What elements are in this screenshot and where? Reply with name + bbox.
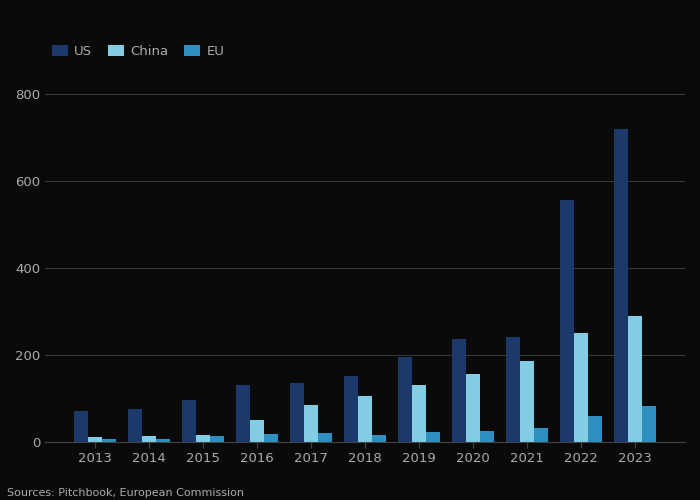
Bar xyxy=(318,433,332,442)
Bar xyxy=(264,434,278,442)
Bar xyxy=(142,436,156,442)
Bar xyxy=(398,357,412,442)
Bar xyxy=(588,416,602,442)
Bar xyxy=(520,361,534,442)
Bar xyxy=(412,385,426,442)
Bar xyxy=(236,385,250,442)
Bar xyxy=(74,411,88,442)
Bar xyxy=(614,129,628,442)
Bar xyxy=(250,420,264,442)
Bar xyxy=(506,338,520,442)
Bar xyxy=(642,406,656,442)
Bar xyxy=(344,376,358,442)
Bar xyxy=(210,436,224,442)
Bar xyxy=(128,409,142,442)
Bar xyxy=(480,430,494,442)
Bar xyxy=(290,383,304,442)
Bar xyxy=(88,437,102,442)
Bar xyxy=(574,333,588,442)
Bar xyxy=(372,435,386,442)
Bar xyxy=(304,404,318,442)
Bar xyxy=(182,400,196,442)
Text: Sources: Pitchbook, European Commission: Sources: Pitchbook, European Commission xyxy=(7,488,244,498)
Bar xyxy=(358,396,372,442)
Bar xyxy=(426,432,440,442)
Bar xyxy=(156,438,170,442)
Bar xyxy=(452,340,466,442)
Bar xyxy=(196,435,210,442)
Bar xyxy=(534,428,548,442)
Bar xyxy=(102,440,116,442)
Bar xyxy=(628,316,642,442)
Legend: US, China, EU: US, China, EU xyxy=(52,46,225,59)
Bar xyxy=(466,374,480,442)
Bar xyxy=(560,200,574,442)
